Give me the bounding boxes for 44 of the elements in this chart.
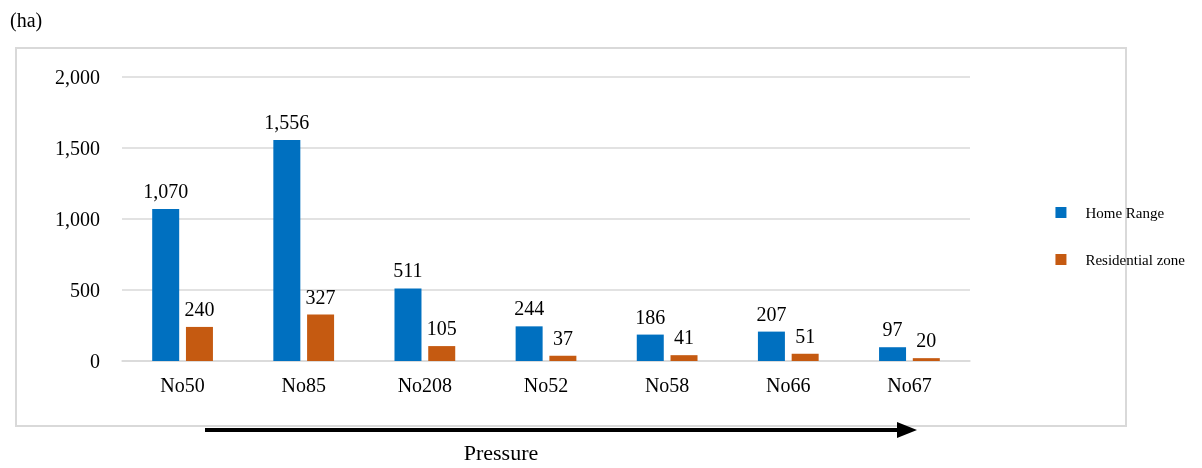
bar — [791, 353, 819, 361]
data-label: 240 — [184, 297, 215, 320]
y-tick-label: 0 — [90, 350, 100, 372]
bar — [307, 314, 335, 361]
data-label: 1,556 — [264, 111, 310, 134]
bar — [549, 355, 577, 361]
bar — [515, 326, 543, 361]
y-tick-label: 2,000 — [55, 66, 100, 88]
bar — [879, 347, 907, 361]
data-label: 20 — [916, 329, 937, 352]
y-tick-label: 500 — [70, 279, 100, 301]
x-tick-label: No52 — [523, 374, 569, 396]
bar — [757, 331, 785, 361]
legend-label: Residential zone — [1085, 251, 1186, 268]
x-tick-label: No85 — [281, 374, 326, 396]
data-label: 1,070 — [143, 180, 189, 203]
x-tick-label: No66 — [766, 374, 811, 396]
data-label: 51 — [795, 324, 816, 347]
data-label: 37 — [552, 326, 573, 349]
y-tick-label: 1,500 — [55, 137, 100, 159]
data-label: 244 — [514, 297, 545, 320]
data-label: 97 — [882, 318, 903, 341]
bar — [636, 334, 664, 361]
y-axis-title: (ha) — [10, 9, 43, 32]
y-tick-label: 1,000 — [55, 208, 100, 230]
legend-label: Home Range — [1085, 204, 1165, 221]
bar — [185, 326, 213, 361]
bar — [670, 355, 698, 361]
x-axis-title: Pressure — [463, 439, 539, 465]
x-tick-label: No67 — [887, 374, 932, 396]
data-label: 41 — [674, 326, 695, 349]
data-label: 207 — [756, 302, 787, 325]
bar — [273, 140, 301, 361]
data-label: 186 — [635, 305, 666, 328]
x-tick-label: No208 — [397, 374, 453, 396]
bar — [428, 346, 456, 361]
bar — [394, 288, 422, 361]
data-label: 327 — [305, 285, 336, 308]
bar — [152, 209, 180, 361]
data-label: 511 — [393, 259, 423, 282]
x-tick-label: No50 — [160, 374, 205, 396]
x-tick-label: No58 — [644, 374, 690, 396]
bar — [912, 358, 940, 361]
data-label: 105 — [426, 317, 457, 340]
